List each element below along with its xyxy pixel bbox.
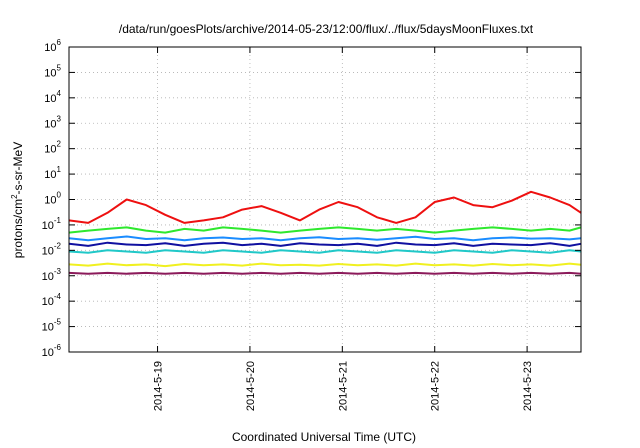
series-line [68, 226, 582, 234]
chart-title: /data/run/goesPlots/archive/2014-05-23/1… [119, 22, 534, 36]
y-tick-label: 103 [44, 114, 61, 130]
x-axis-label: Coordinated Universal Time (UTC) [232, 430, 416, 444]
x-tick-label: 2014-5-23 [522, 361, 534, 411]
x-tick-label: 2014-5-19 [153, 361, 165, 411]
y-tick-label: 100 [44, 191, 61, 207]
tick-marks [69, 46, 581, 353]
y-tick-labels: 10-6 10-5 10-4 10-3 10-2 10-1 100 101 102 103 104 1… [42, 38, 62, 359]
series-line [68, 271, 582, 275]
x-tick-label: 2014-5-20 [245, 361, 257, 411]
series-line [68, 262, 582, 268]
series-line [68, 249, 582, 254]
y-tick-label: 10-3 [42, 267, 62, 283]
y-tick-label: 10-5 [42, 318, 62, 334]
y-tick-label: 10-6 [42, 343, 62, 359]
y-tick-label: 104 [44, 89, 61, 105]
y-tick-label: 10-1 [42, 216, 62, 232]
x-tick-labels: 2014-5-19 2014-5-20 2014-5-21 2014-5-22 2014… [153, 361, 535, 411]
x-tick-label: 2014-5-22 [430, 361, 442, 411]
y-tick-label: 102 [44, 140, 61, 156]
y-tick-label: 105 [44, 63, 61, 79]
series-line [68, 241, 582, 247]
y-tick-label: 101 [44, 165, 61, 181]
series-layer [68, 190, 582, 275]
series-line [68, 235, 582, 242]
y-axis-label: protons/cm2-s-sr-MeV [10, 142, 25, 258]
x-tick-label: 2014-5-21 [337, 361, 349, 411]
series-line [68, 190, 582, 224]
gridlines [69, 47, 581, 352]
y-tick-label: 10-2 [42, 241, 62, 257]
y-tick-label: 10-4 [42, 292, 62, 308]
y-tick-label: 106 [44, 38, 61, 54]
